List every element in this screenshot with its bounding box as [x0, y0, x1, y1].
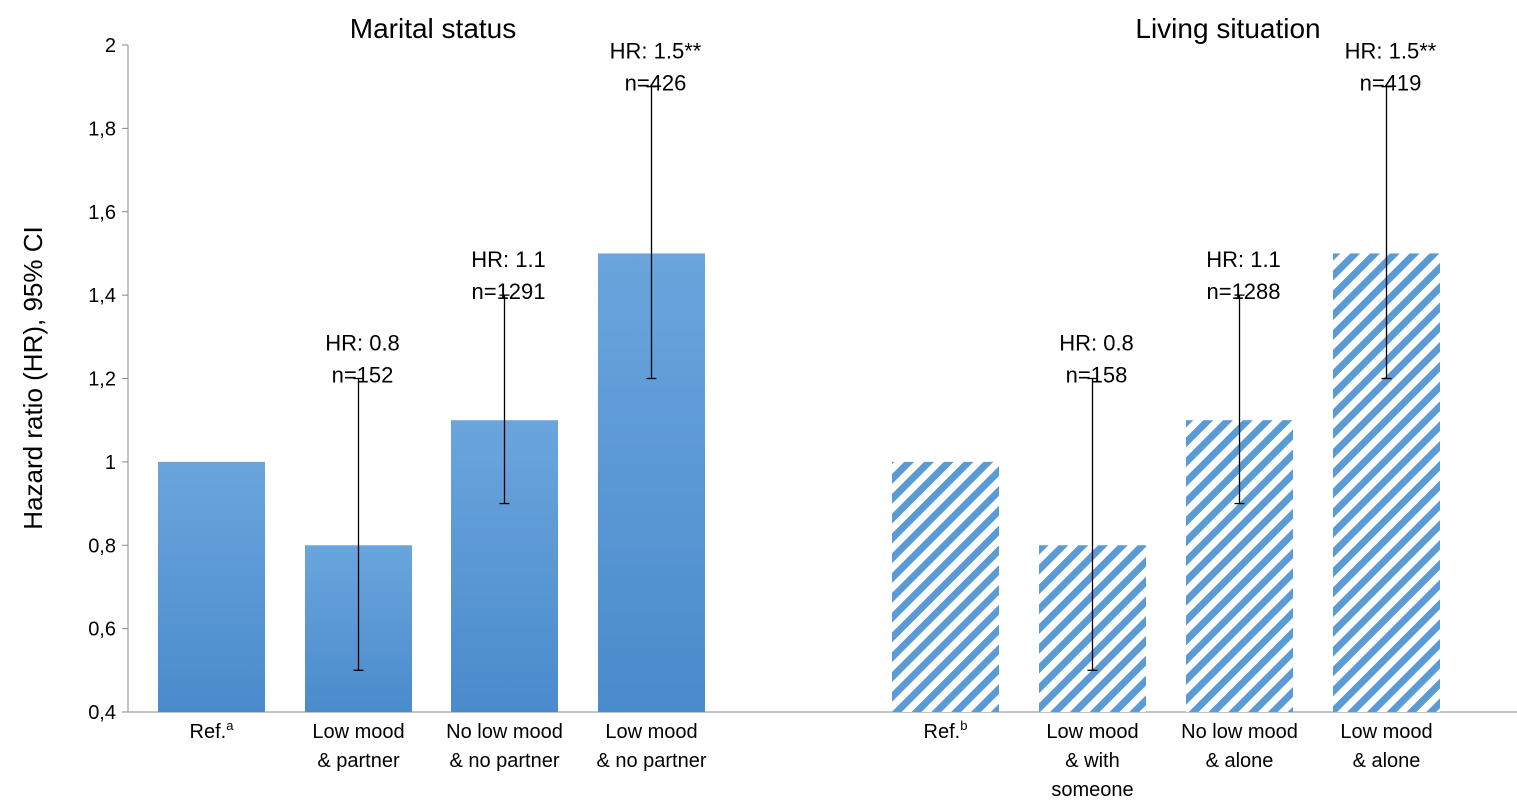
bar — [892, 461, 999, 712]
category-label: & no partner — [596, 750, 706, 772]
n-label: n=426 — [625, 71, 687, 96]
category-label: someone — [1051, 779, 1133, 801]
hr-label: HR: 1.5** — [1345, 39, 1437, 64]
category-label: No low mood — [446, 721, 563, 743]
category-label: & alone — [1206, 750, 1274, 772]
category-label: Low mood — [312, 721, 404, 743]
n-label: n=1288 — [1206, 279, 1280, 304]
error-bars-layer — [353, 86, 1392, 671]
category-label: & no partner — [449, 750, 559, 772]
n-label: n=152 — [332, 363, 394, 388]
category-label: & partner — [317, 750, 400, 772]
y-tick-label: 1,6 — [88, 202, 116, 224]
category-label: & alone — [1353, 750, 1421, 772]
hr-label: HR: 1.1 — [471, 247, 546, 272]
y-axis-title: Hazard ratio (HR), 95% CI — [18, 226, 48, 529]
group-title: Marital status — [350, 13, 517, 44]
hr-label: HR: 1.1 — [1206, 247, 1281, 272]
y-tick-label: 0,4 — [88, 702, 116, 724]
n-label: n=158 — [1066, 363, 1128, 388]
y-tick-label: 1,4 — [88, 285, 116, 307]
hr-label: HR: 0.8 — [325, 331, 400, 356]
category-label: Low mood — [1340, 721, 1432, 743]
y-tick-label: 0,6 — [88, 619, 116, 641]
bars-layer — [158, 253, 1440, 712]
y-tick-label: 1,2 — [88, 369, 116, 391]
y-tick-label: 1,8 — [88, 118, 116, 140]
hr-label: HR: 1.5** — [610, 39, 702, 64]
category-label: Ref.b — [924, 718, 968, 743]
y-tick-label: 0,8 — [88, 535, 116, 557]
hr-label: HR: 0.8 — [1059, 331, 1134, 356]
category-label: No low mood — [1181, 721, 1298, 743]
bar — [158, 461, 265, 712]
y-tick-label: 2 — [105, 35, 116, 57]
category-label: Ref.a — [190, 718, 235, 743]
n-label: n=1291 — [471, 279, 545, 304]
n-label: n=419 — [1360, 71, 1422, 96]
labels-layer: 0,4 0,6 0,8 1 1,2 1,4 1,6 1,8 2 Marital status Ref… — [88, 13, 1437, 801]
category-label: & with — [1065, 750, 1119, 772]
category-label: Low mood — [605, 721, 697, 743]
category-label: Low mood — [1046, 721, 1138, 743]
group-title: Living situation — [1135, 13, 1320, 44]
y-tick-label: 1 — [105, 452, 116, 474]
